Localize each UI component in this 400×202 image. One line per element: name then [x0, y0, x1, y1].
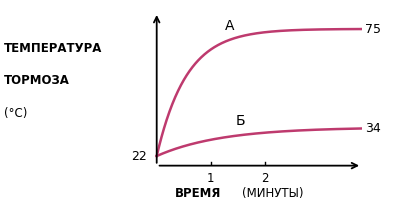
Text: ТЕМПЕРАТУРА: ТЕМПЕРАТУРА — [4, 42, 102, 55]
Text: (МИНУТЫ): (МИНУТЫ) — [242, 187, 304, 200]
Text: 34: 34 — [365, 122, 380, 135]
Text: 2: 2 — [261, 172, 268, 185]
Text: ТОРМОЗА: ТОРМОЗА — [4, 74, 70, 87]
Text: (°C): (°C) — [4, 107, 27, 120]
Text: 1: 1 — [207, 172, 214, 185]
Text: Б: Б — [236, 114, 245, 128]
Text: 22: 22 — [131, 149, 147, 163]
Text: ВРЕМЯ: ВРЕМЯ — [175, 187, 221, 200]
Text: А: А — [225, 19, 234, 33]
Text: 75: 75 — [365, 23, 381, 36]
